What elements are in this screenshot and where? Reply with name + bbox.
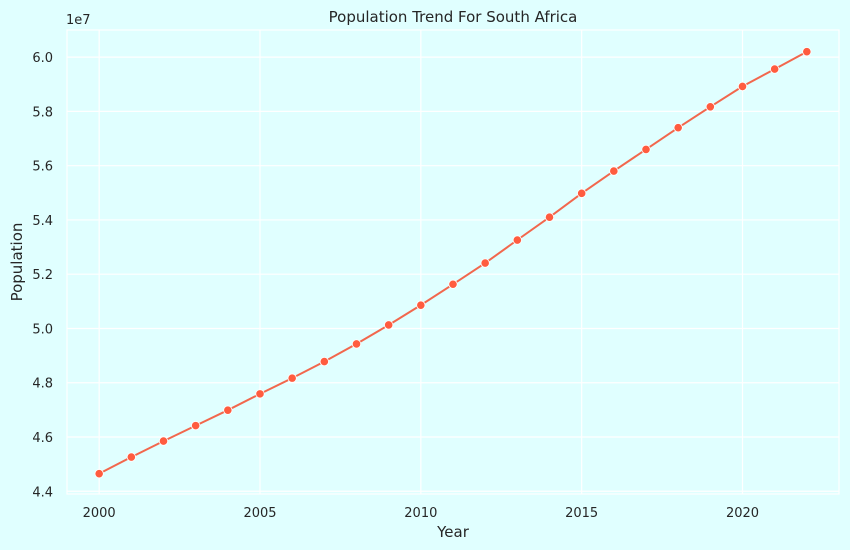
y-tick-label: 5.0 bbox=[32, 322, 53, 337]
data-point bbox=[802, 47, 812, 57]
data-point bbox=[191, 421, 201, 431]
data-point bbox=[544, 212, 555, 222]
y-tick-label: 5.6 bbox=[32, 160, 53, 175]
plot-frame bbox=[66, 29, 840, 495]
x-tick-labels: 2000 2005 2010 2015 2020 bbox=[83, 506, 759, 521]
x-tick-label: 2020 bbox=[726, 506, 759, 521]
data-point bbox=[94, 469, 104, 479]
data-point bbox=[319, 356, 329, 367]
data-point bbox=[480, 258, 490, 268]
data-point bbox=[770, 64, 780, 74]
data-point bbox=[705, 102, 715, 112]
y-axis-offset-label: 1e7 bbox=[66, 13, 91, 28]
x-tick-label: 2005 bbox=[243, 506, 276, 521]
data-point bbox=[351, 339, 362, 349]
data-point bbox=[737, 81, 748, 92]
data-point bbox=[384, 320, 394, 330]
x-tick-label: 2015 bbox=[565, 506, 598, 521]
data-point bbox=[609, 166, 619, 176]
x-tick-label: 2010 bbox=[404, 506, 437, 521]
y-tick-label: 6.0 bbox=[32, 51, 53, 66]
x-axis-label: Year bbox=[436, 523, 470, 541]
data-point bbox=[126, 452, 136, 462]
data-point bbox=[673, 123, 683, 133]
data-point bbox=[577, 188, 587, 198]
data-point bbox=[512, 235, 522, 245]
data-point bbox=[158, 436, 169, 446]
chart-title: Population Trend For South Africa bbox=[329, 8, 578, 26]
y-tick-labels: 4.4 4.6 4.8 5.0 5.2 5.4 5.6 5.8 6.0 bbox=[32, 51, 53, 500]
y-axis-label: Population bbox=[8, 223, 26, 302]
y-tick-label: 5.4 bbox=[32, 214, 53, 229]
data-point bbox=[448, 279, 458, 289]
data-point bbox=[416, 300, 426, 310]
x-tick-label: 2000 bbox=[83, 506, 116, 521]
data-point bbox=[287, 373, 297, 383]
y-tick-label: 5.8 bbox=[32, 105, 53, 120]
y-tick-label: 4.6 bbox=[32, 431, 53, 446]
y-tick-label: 4.4 bbox=[32, 485, 53, 500]
grid bbox=[66, 29, 840, 495]
data-point bbox=[641, 144, 651, 154]
data-point bbox=[255, 389, 265, 399]
y-tick-label: 5.2 bbox=[32, 268, 53, 283]
y-tick-label: 4.8 bbox=[32, 377, 53, 392]
series-layer bbox=[94, 47, 812, 479]
data-point bbox=[223, 405, 233, 415]
